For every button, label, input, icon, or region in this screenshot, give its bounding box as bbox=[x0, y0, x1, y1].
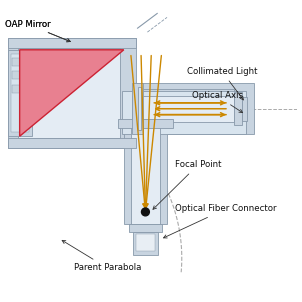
Bar bbox=[10, 54, 18, 63]
Bar bbox=[8, 50, 32, 136]
Bar bbox=[136, 233, 155, 251]
Bar bbox=[10, 95, 18, 104]
Polygon shape bbox=[20, 50, 124, 136]
Text: Optical Axis: Optical Axis bbox=[191, 92, 243, 113]
Bar bbox=[133, 232, 158, 255]
Bar bbox=[10, 67, 18, 76]
Bar bbox=[114, 83, 253, 134]
Bar bbox=[137, 87, 142, 130]
Bar bbox=[129, 224, 162, 232]
Bar bbox=[10, 81, 18, 90]
Bar bbox=[10, 109, 18, 117]
Bar bbox=[118, 119, 173, 128]
Circle shape bbox=[142, 208, 149, 216]
Bar bbox=[8, 38, 136, 148]
Text: OAP Mirror: OAP Mirror bbox=[5, 20, 70, 42]
Bar bbox=[234, 92, 242, 125]
Bar bbox=[11, 54, 30, 132]
Bar bbox=[132, 96, 234, 121]
Bar bbox=[12, 71, 28, 79]
Bar bbox=[132, 89, 234, 128]
Text: OAP Mirror: OAP Mirror bbox=[5, 20, 70, 42]
Bar bbox=[122, 91, 246, 134]
Bar bbox=[132, 83, 143, 134]
Bar bbox=[242, 97, 247, 120]
Text: Collimated Light: Collimated Light bbox=[187, 67, 257, 100]
Bar bbox=[131, 124, 160, 224]
Bar bbox=[8, 38, 136, 48]
Bar bbox=[12, 58, 28, 66]
Bar bbox=[18, 48, 120, 138]
Text: Optical Fiber Connector: Optical Fiber Connector bbox=[163, 204, 276, 238]
Bar bbox=[8, 138, 136, 148]
Text: Focal Point: Focal Point bbox=[153, 160, 221, 209]
Text: Parent Parabola: Parent Parabola bbox=[62, 240, 141, 272]
Bar bbox=[12, 85, 28, 93]
Bar bbox=[124, 124, 167, 224]
